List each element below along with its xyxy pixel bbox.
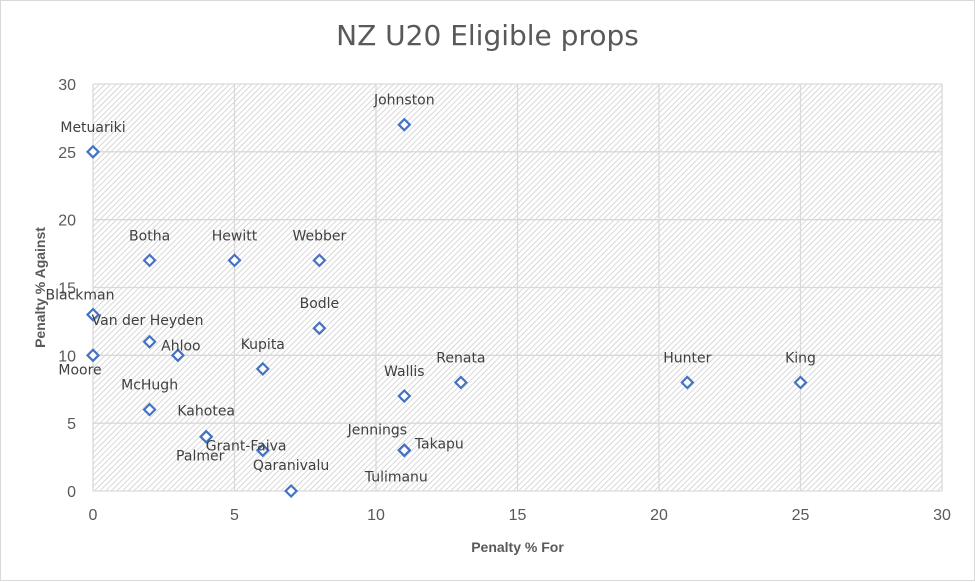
data-point <box>453 375 468 390</box>
data-point <box>312 321 327 336</box>
x-tick-label: 20 <box>650 507 668 524</box>
data-label: Botha <box>129 228 170 244</box>
y-tick-label: 30 <box>58 77 76 94</box>
x-tick-label: 5 <box>230 507 239 524</box>
data-point <box>397 443 412 458</box>
x-axis-title: Penalty % For <box>471 539 564 555</box>
data-point <box>142 334 157 349</box>
data-point <box>227 253 242 268</box>
data-label: Bodle <box>300 296 340 312</box>
y-tick-label: 5 <box>67 416 76 433</box>
data-label: Kupita <box>241 337 285 353</box>
x-tick-label: 0 <box>89 507 98 524</box>
data-point <box>142 253 157 268</box>
data-label: Hunter <box>663 350 711 366</box>
x-tick-label: 30 <box>933 507 951 524</box>
y-tick-label: 20 <box>58 213 76 230</box>
data-point <box>680 375 695 390</box>
data-label: Qaranivalu <box>253 458 329 474</box>
data-label: Metuariki <box>60 120 125 136</box>
data-point <box>255 361 270 376</box>
data-label: Webber <box>293 228 347 244</box>
data-point <box>85 144 101 159</box>
x-tick-label: 15 <box>509 507 527 524</box>
x-tick-label: 25 <box>792 507 810 524</box>
data-point <box>170 348 185 363</box>
data-point <box>199 429 214 444</box>
data-point <box>85 348 101 363</box>
data-point <box>793 375 808 390</box>
data-label: Palmer <box>176 449 225 465</box>
data-point <box>397 388 412 404</box>
data-point <box>142 402 157 417</box>
data-point <box>85 307 101 322</box>
data-label: Renata <box>436 350 485 366</box>
data-label: Wallis <box>384 364 425 380</box>
data-label: Kahotea <box>177 404 235 420</box>
data-point <box>397 117 412 132</box>
data-label: Moore <box>58 362 101 378</box>
data-label: McHugh <box>121 378 178 394</box>
x-tick-label: 10 <box>367 507 385 524</box>
data-label: Jennings <box>347 422 407 438</box>
data-label: Takapu <box>414 436 464 452</box>
data-label: Hewitt <box>212 228 258 244</box>
data-point <box>284 483 299 499</box>
data-label: Ahloo <box>161 338 200 354</box>
data-label: Van der Heyden <box>92 313 204 329</box>
data-label: Blackman <box>46 288 115 304</box>
y-tick-label: 0 <box>67 484 76 501</box>
data-label: Johnston <box>373 93 435 109</box>
y-tick-label: 10 <box>58 348 76 365</box>
data-label: Tulimanu <box>364 469 428 485</box>
data-label: King <box>785 350 816 366</box>
chart-title: NZ U20 Eligible props <box>336 19 639 52</box>
y-tick-label: 25 <box>58 145 76 162</box>
data-point <box>312 253 327 268</box>
y-axis-title: Penalty % Against <box>32 227 48 348</box>
data-point <box>255 443 270 458</box>
data-label: Grant-Faiva <box>206 438 287 454</box>
y-tick-label: 15 <box>58 281 76 298</box>
